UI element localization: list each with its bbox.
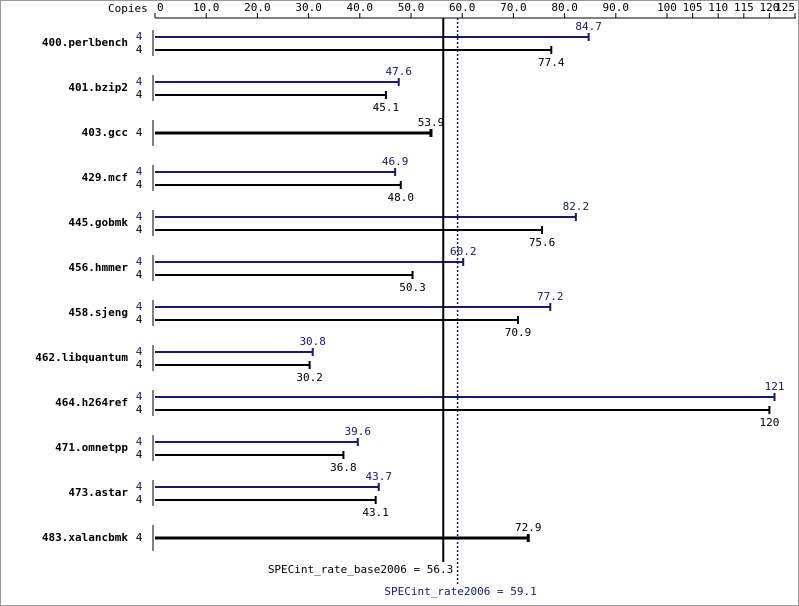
value-label: 50.3	[399, 281, 426, 294]
value-label: 53.9	[418, 116, 445, 129]
category-label: 464.h264ref	[55, 396, 128, 409]
value-label: 45.1	[373, 101, 400, 114]
bar	[155, 78, 400, 86]
reference-label: SPECint_rate2006 = 59.1	[384, 585, 536, 598]
x-tick-label: 20.0	[244, 1, 271, 14]
x-tick-label: 115	[734, 1, 754, 14]
copies: 4	[136, 178, 143, 191]
value-label: 84.7	[575, 20, 602, 33]
copies: 4	[136, 531, 143, 544]
bar	[155, 483, 380, 491]
x-tick-label: 40.0	[347, 1, 374, 14]
copies: 4	[136, 88, 143, 101]
category-label: 401.bzip2	[68, 81, 128, 94]
x-tick-label: 70.0	[500, 1, 527, 14]
category-label: 456.hmmer	[68, 261, 128, 274]
copies: 4	[136, 75, 143, 88]
copies: 4	[136, 358, 143, 371]
copies-header: Copies	[108, 2, 148, 15]
category-label: 471.omnetpp	[55, 441, 128, 454]
copies: 4	[136, 345, 143, 358]
category-label: 483.xalancbmk	[42, 531, 128, 544]
copies: 4	[136, 313, 143, 326]
x-tick-label: 105	[683, 1, 703, 14]
reference-label: SPECint_rate_base2006 = 56.3	[268, 563, 453, 576]
bar	[155, 91, 387, 99]
x-tick-label: 60.0	[449, 1, 476, 14]
bar	[155, 438, 359, 446]
value-label: 36.8	[330, 461, 357, 474]
bar	[155, 406, 771, 414]
x-tick-label: 50.0	[398, 1, 425, 14]
x-tick-label: 110	[708, 1, 728, 14]
value-label: 120	[759, 416, 779, 429]
copies: 4	[136, 223, 143, 236]
x-tick-label: 90.0	[603, 1, 630, 14]
copies: 4	[136, 493, 143, 506]
category-label: 458.sjeng	[68, 306, 128, 319]
value-label: 60.2	[450, 245, 477, 258]
bar	[155, 316, 520, 324]
copies: 4	[136, 300, 143, 313]
bar	[155, 226, 544, 234]
copies: 4	[136, 210, 143, 223]
x-tick-label: 100	[657, 1, 677, 14]
copies: 4	[136, 43, 143, 56]
copies: 4	[136, 255, 143, 268]
copies: 4	[136, 403, 143, 416]
bar	[155, 271, 414, 279]
bar	[155, 258, 465, 266]
bar	[155, 361, 311, 369]
bar	[155, 33, 590, 41]
copies: 4	[136, 480, 143, 493]
x-tick-label: 30.0	[295, 1, 322, 14]
bar	[155, 496, 377, 504]
bar	[155, 393, 776, 401]
copies: 4	[136, 435, 143, 448]
bar	[155, 168, 397, 176]
copies: 4	[136, 126, 143, 139]
value-label: 75.6	[529, 236, 556, 249]
x-tick-label: 80.0	[551, 1, 578, 14]
value-label: 30.8	[299, 335, 326, 348]
copies: 4	[136, 165, 143, 178]
copies: 4	[136, 268, 143, 281]
value-label: 82.2	[563, 200, 590, 213]
copies: 4	[136, 30, 143, 43]
x-tick-label: 10.0	[193, 1, 220, 14]
value-label: 48.0	[388, 191, 415, 204]
bar	[155, 303, 552, 311]
x-tick-label: 125	[775, 1, 795, 14]
category-label: 400.perlbench	[42, 36, 128, 49]
category-label: 462.libquantum	[35, 351, 128, 364]
value-label: 39.6	[345, 425, 372, 438]
copies: 4	[136, 390, 143, 403]
value-label: 70.9	[505, 326, 532, 339]
value-label: 77.2	[537, 290, 564, 303]
category-label: 403.gcc	[82, 126, 128, 139]
bar	[155, 348, 314, 356]
copies: 4	[136, 448, 143, 461]
value-label: 121	[765, 380, 785, 393]
x-tick-label: 120	[759, 1, 779, 14]
bar	[155, 451, 345, 459]
bar	[155, 129, 433, 137]
category-label: 473.astar	[68, 486, 128, 499]
value-label: 72.9	[515, 521, 542, 534]
bar	[155, 534, 530, 542]
bar	[155, 181, 402, 189]
category-label: 429.mcf	[82, 171, 128, 184]
x-tick-label: 0	[157, 1, 164, 14]
value-label: 30.2	[296, 371, 323, 384]
bar	[155, 213, 577, 221]
bar	[155, 46, 553, 54]
category-label: 445.gobmk	[68, 216, 128, 229]
value-label: 43.1	[362, 506, 389, 519]
value-label: 43.7	[365, 470, 392, 483]
value-label: 46.9	[382, 155, 409, 168]
value-label: 77.4	[538, 56, 565, 69]
value-label: 47.6	[385, 65, 412, 78]
